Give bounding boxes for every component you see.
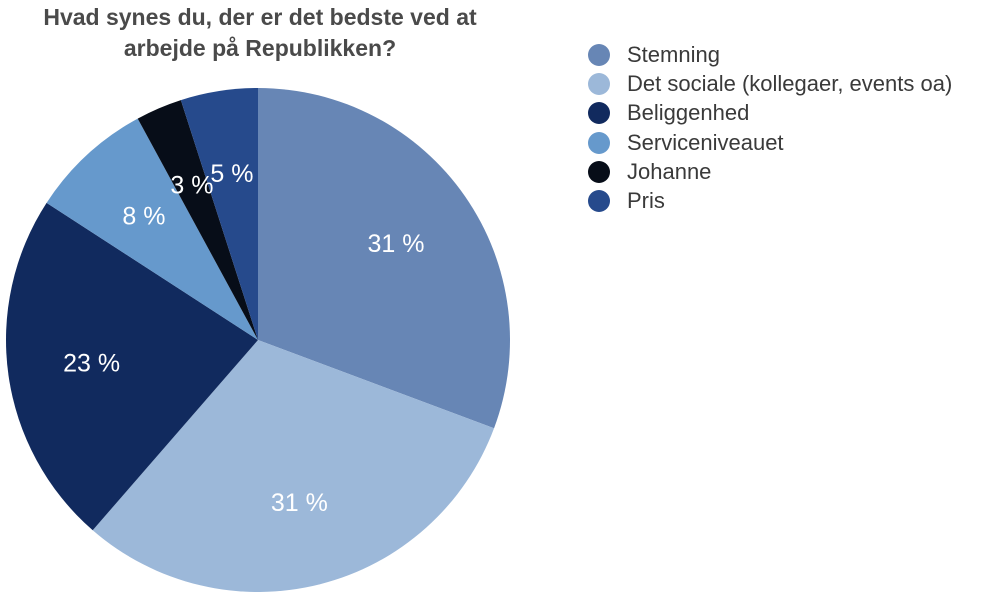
legend-item-3: Serviceniveauet (588, 128, 952, 157)
legend-label-2: Beliggenhed (627, 100, 750, 126)
pie-slice-5 (180, 88, 258, 340)
pie-slice-1 (92, 340, 495, 592)
legend-swatch-5 (588, 190, 610, 213)
legend-label-3: Serviceniveauet (627, 129, 784, 155)
slice-label-3: 8 % (122, 203, 165, 231)
legend-swatch-0 (588, 43, 610, 66)
legend-item-5: Pris (588, 186, 952, 215)
slice-label-4: 3 % (170, 172, 213, 200)
legend: Stemning Det sociale (kollegaer, events o… (588, 40, 952, 216)
pie-slice-4 (137, 100, 258, 340)
legend-label-5: Pris (627, 188, 665, 214)
pie-slices (5, 88, 511, 592)
legend-item-0: Stemning (588, 40, 952, 69)
pie-slice-2 (5, 202, 258, 531)
slice-label-1: 31 % (271, 489, 328, 517)
legend-item-2: Beliggenhed (588, 99, 952, 128)
legend-label-1: Det sociale (kollegaer, events oa) (627, 70, 953, 96)
slice-label-5: 5 % (210, 160, 253, 188)
legend-swatch-1 (588, 72, 610, 95)
pie-slice-labels: 31 % 31 % 23 % 8 %3 %5 % (63, 160, 424, 517)
legend-swatch-2 (588, 102, 610, 125)
slice-label-2: 23 % (63, 349, 120, 377)
slice-label-0: 31 % (368, 230, 425, 258)
legend-item-4: Johanne (588, 157, 952, 186)
legend-item-1: Det sociale (kollegaer, events oa) (588, 69, 952, 98)
legend-swatch-3 (588, 131, 610, 154)
pie-slice-0 (258, 88, 511, 429)
legend-label-4: Johanne (627, 158, 712, 184)
pie-slice-3 (46, 118, 258, 340)
legend-swatch-4 (588, 160, 610, 183)
chart-title: Hvad synes du, der er det bedste ved at … (43, 4, 477, 61)
legend-label-0: Stemning (627, 41, 720, 67)
